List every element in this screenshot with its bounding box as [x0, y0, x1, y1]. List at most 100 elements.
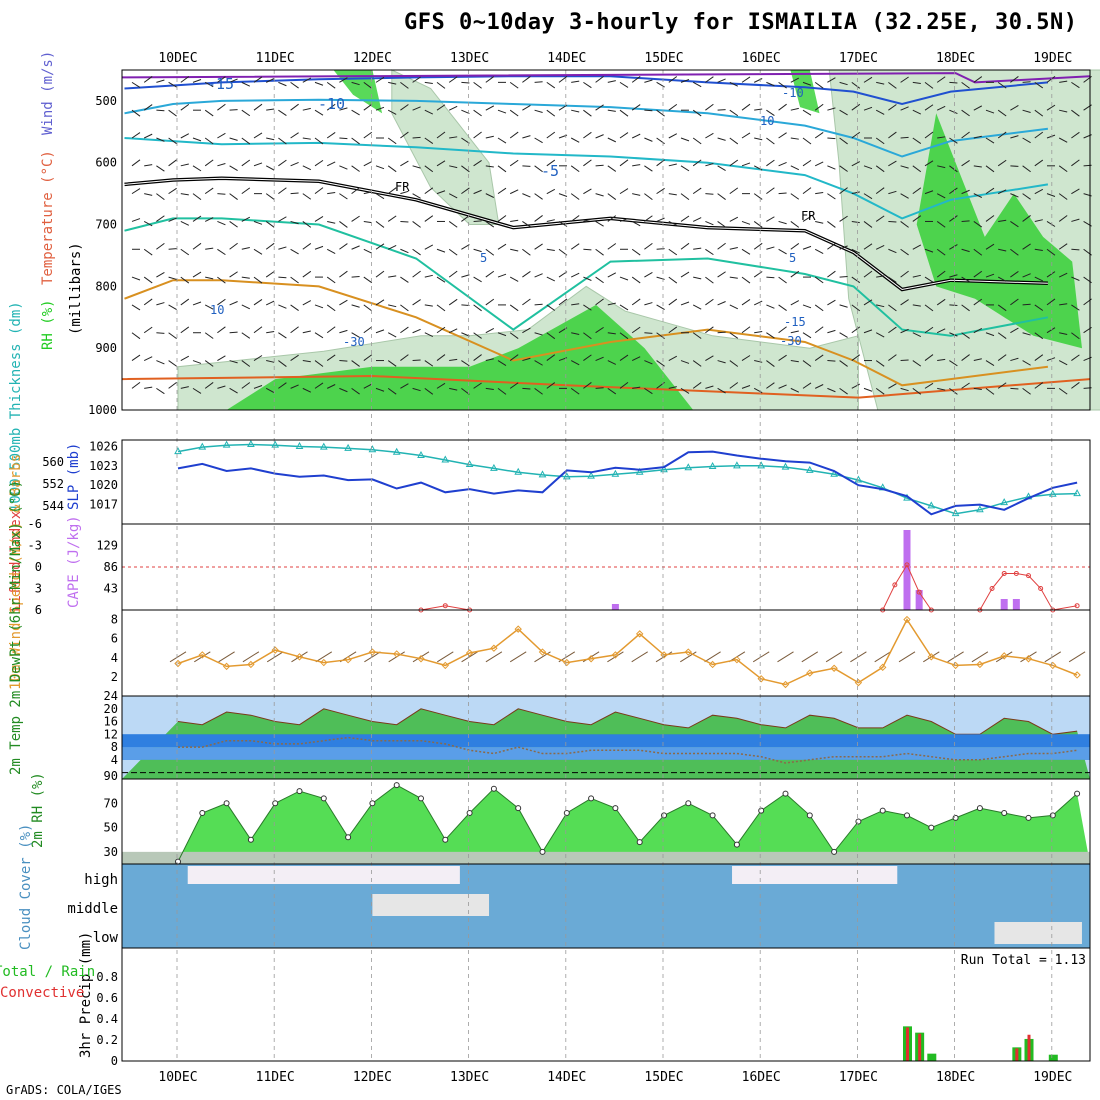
lifted-point — [892, 582, 898, 588]
wind-barb — [644, 109, 653, 112]
wind-barb — [595, 298, 604, 306]
lifted-point — [1026, 573, 1031, 579]
wind-barb — [607, 360, 617, 365]
wind-barb — [363, 103, 373, 111]
wind-barb — [217, 355, 226, 361]
contour-label-5: 5 — [480, 251, 487, 265]
wind-barb — [473, 109, 482, 117]
wind-barb — [168, 248, 177, 250]
wind-barb — [571, 303, 580, 306]
wind-barb — [680, 301, 690, 306]
wind-barb — [473, 354, 482, 361]
wind10m-barb — [266, 651, 284, 663]
wind-barb — [302, 300, 312, 306]
wind-barb — [473, 160, 482, 167]
wind-barb — [571, 80, 580, 83]
wind-barb — [278, 109, 287, 116]
rh-line — [177, 784, 1078, 862]
wind-barb — [888, 160, 897, 167]
wind-barb — [1034, 248, 1043, 251]
wind-barb — [351, 187, 360, 195]
wind-barb — [668, 103, 678, 111]
wind-barb — [668, 133, 678, 139]
wind-barb — [485, 135, 494, 139]
wind-barb — [1046, 327, 1056, 334]
wind-barb — [326, 354, 336, 361]
wind-barb — [168, 81, 177, 88]
wind-barb — [400, 160, 409, 167]
wind-barb — [448, 328, 458, 334]
wind-barb — [631, 356, 641, 361]
wind-barb — [241, 382, 251, 389]
wind-barb — [351, 387, 360, 395]
temp-tick-12: 12 — [104, 727, 118, 741]
wind-barb — [253, 299, 263, 306]
wind-barb — [204, 81, 214, 88]
wind-barb — [949, 332, 958, 337]
wind-barb — [997, 382, 1007, 389]
wind-barb — [631, 298, 641, 306]
upper-ylabel: RH (%) Temperature (°C) Wind (m/s) — [40, 51, 56, 350]
thickness-point — [514, 467, 523, 475]
lifted-point — [442, 603, 448, 609]
wind-barb — [961, 220, 970, 222]
wind-barb — [1034, 276, 1044, 282]
wind-barb — [680, 242, 690, 250]
frame-slp — [121, 439, 1091, 525]
isotherm--5 — [124, 137, 1049, 220]
wind-barb — [924, 190, 934, 195]
wind-barb — [705, 355, 714, 361]
wind10m-panel — [169, 615, 1086, 689]
wind-barb — [302, 270, 312, 278]
wind-barb — [351, 275, 360, 278]
wind-barb — [619, 381, 629, 389]
wind-barb — [607, 302, 616, 306]
precip-panel — [903, 1026, 1058, 1061]
wind-barb — [863, 299, 873, 306]
wind-barb — [278, 81, 287, 87]
wind-barb — [1022, 360, 1031, 366]
wind-barb — [912, 215, 922, 222]
wind-barb — [375, 221, 385, 228]
wind-barb — [985, 109, 995, 114]
wind-barb — [510, 248, 519, 252]
wind-barb — [497, 109, 507, 114]
wind-barb — [839, 215, 848, 222]
wind-barb — [205, 276, 214, 280]
cloud-level-high: high — [84, 872, 118, 888]
wind-barb — [766, 109, 775, 116]
wind-barb — [705, 276, 714, 284]
wind-barb — [705, 76, 714, 83]
wind-barb — [680, 193, 690, 201]
wind-barb — [253, 326, 263, 334]
wind-barb — [570, 193, 580, 200]
wind-barb — [339, 360, 348, 362]
wind-barb — [778, 132, 787, 139]
contour-label-8: -30 — [343, 335, 365, 349]
wind-barb — [692, 217, 702, 222]
wind10m-barb — [704, 651, 721, 663]
wind-barb — [436, 248, 446, 253]
upper-ytick-500: 500 — [95, 94, 117, 108]
wind-barb — [802, 187, 812, 195]
wind-barb — [583, 248, 592, 251]
wind-barb — [168, 217, 177, 222]
date-bottom-19DEC: 19DEC — [1033, 1070, 1072, 1085]
thickness-point — [1048, 489, 1057, 497]
thickness-point — [295, 441, 304, 449]
rh-band-low — [122, 851, 1090, 864]
wind-barb — [619, 188, 629, 195]
wind-barb — [961, 189, 970, 195]
wind-barb — [156, 193, 165, 201]
wind-barb — [144, 193, 153, 196]
wind-barb — [619, 81, 629, 88]
wind-barb — [692, 187, 702, 195]
wind-barb — [217, 76, 226, 83]
wind-barb — [522, 248, 531, 256]
wind-barb — [851, 103, 861, 111]
wind-barb — [314, 137, 324, 145]
wind-barb — [375, 76, 385, 83]
wind-barb — [729, 304, 739, 310]
wind-barb — [412, 299, 421, 306]
wind10m-point — [611, 651, 620, 659]
